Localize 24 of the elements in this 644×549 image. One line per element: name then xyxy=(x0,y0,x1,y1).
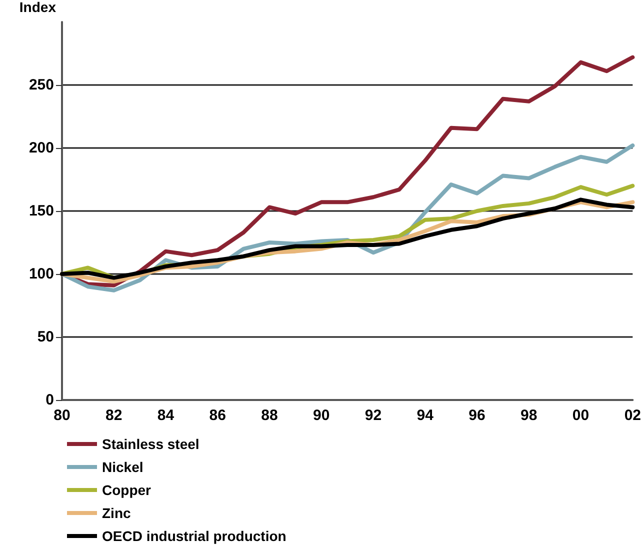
x-tick-label: 92 xyxy=(364,407,382,424)
legend-label: Nickel xyxy=(102,459,144,475)
y-tick-label: 150 xyxy=(28,202,54,220)
legend-label: Copper xyxy=(102,482,152,498)
x-tick-label: 82 xyxy=(106,407,122,424)
x-tick-label: 88 xyxy=(261,407,278,424)
x-tick-label: 86 xyxy=(209,407,226,424)
x-tick-label: 84 xyxy=(157,407,175,424)
legend-label: Stainless steel xyxy=(102,436,200,452)
y-tick-label: 0 xyxy=(46,392,54,408)
x-tick-label: 02 xyxy=(624,407,641,424)
y-tick-label: 50 xyxy=(37,328,54,346)
y-tick-label: 200 xyxy=(28,140,54,156)
x-tick-label: 96 xyxy=(468,407,486,424)
legend-label: OECD industrial production xyxy=(102,528,286,544)
x-tick-label: 94 xyxy=(416,407,434,424)
legend-label: Zinc xyxy=(102,505,131,521)
y-tick-label: 100 xyxy=(28,266,54,282)
x-tick-label: 90 xyxy=(313,407,330,424)
x-tick-label: 98 xyxy=(520,407,538,424)
y-tick-label: 250 xyxy=(28,76,54,94)
x-tick-label: 80 xyxy=(54,407,70,424)
y-axis-title: Index xyxy=(19,0,56,15)
x-tick-label: 00 xyxy=(572,407,590,424)
